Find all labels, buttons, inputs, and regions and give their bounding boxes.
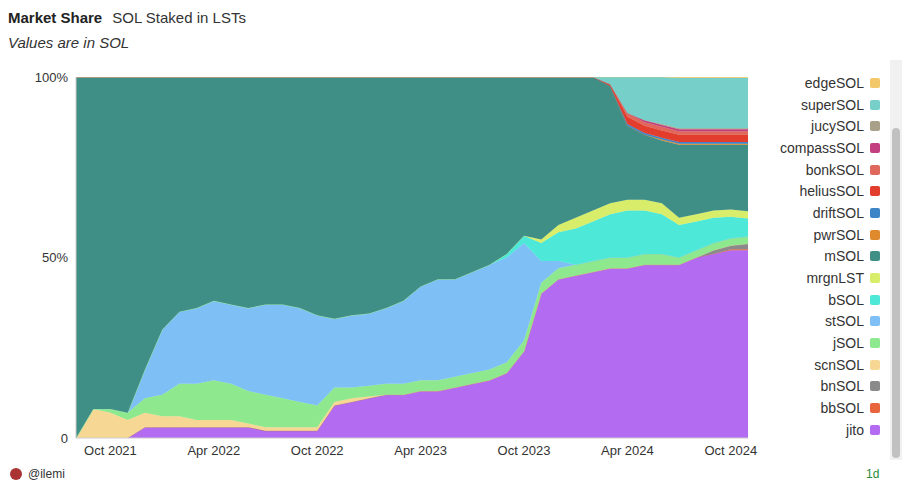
html-text:compassSOL: compassSOL (780, 139, 864, 156)
html-text:jito: jito (846, 421, 864, 438)
svg-text:Apr 2024: Apr 2024 (601, 443, 654, 458)
html-text:superSOL: superSOL (801, 96, 864, 113)
svg-text:50%: 50% (42, 250, 68, 265)
html-text:Market Share: Market Share (8, 9, 103, 26)
html-text:stSOL: stSOL (825, 313, 864, 330)
html-text:heliusSOL: heliusSOL (799, 183, 864, 200)
svg-text:0: 0 (61, 431, 68, 446)
html-text:@ilemi: @ilemi (28, 467, 65, 481)
html-text:scnSOL: scnSOL (814, 356, 864, 373)
html-text:Values are in SOL: Values are in SOL (8, 34, 130, 51)
svg-text:100%: 100% (35, 70, 69, 85)
html-text:edgeSOL: edgeSOL (804, 74, 864, 91)
html-text:1d: 1d (866, 467, 880, 481)
svg-text:Oct 2022: Oct 2022 (291, 443, 344, 458)
svg-text:Oct 2024: Oct 2024 (704, 443, 757, 458)
html-text:pwrSOL: pwrSOL (813, 226, 864, 243)
svg-text:Apr 2023: Apr 2023 (394, 443, 447, 458)
html-text:SOL Staked in LSTs: SOL Staked in LSTs (112, 9, 246, 26)
svg-text:Oct 2023: Oct 2023 (498, 443, 551, 458)
html-text:jucySOL: jucySOL (811, 118, 864, 135)
html-text:bbSOL: bbSOL (820, 400, 864, 417)
html-text:mrgnLST: mrgnLST (806, 270, 864, 286)
svg-text:Oct 2021: Oct 2021 (84, 443, 137, 458)
html-text:bSOL: bSOL (828, 291, 864, 308)
html-text:driftSOL: driftSOL (812, 205, 864, 221)
html-text:bonkSOL: bonkSOL (805, 161, 864, 178)
html-text:bnSOL: bnSOL (820, 378, 864, 395)
html-text:jSOL: jSOL (832, 335, 864, 352)
html-text:mSOL: mSOL (824, 248, 864, 265)
svg-text:Apr 2022: Apr 2022 (187, 443, 240, 458)
